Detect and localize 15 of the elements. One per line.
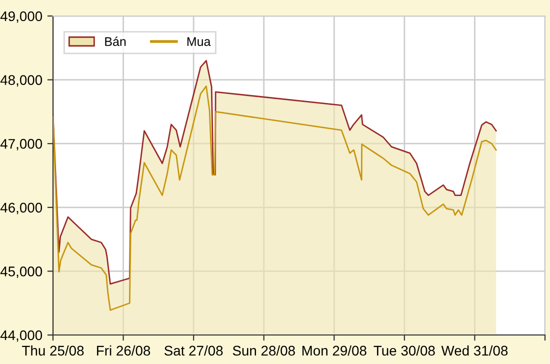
x-tick-label: Sun 28/08 (232, 345, 295, 356)
x-tick-label: Wed 31/08 (441, 345, 508, 356)
x-tick-label: Tue 30/08 (374, 345, 435, 356)
x-tick-label: Sat 27/08 (164, 345, 223, 356)
y-tick-label: 47,000 (0, 138, 42, 150)
y-tick-label: 48,000 (0, 75, 42, 87)
x-tick-label: Thu 25/08 (22, 345, 84, 356)
y-tick-label: 46,000 (0, 202, 42, 214)
y-tick-label: 45,000 (0, 266, 42, 278)
y-tick-label: 44,000 (0, 330, 42, 342)
legend-label: Bán (105, 36, 126, 46)
legend-label: Mua (187, 37, 211, 46)
x-tick-label: Fri 26/08 (97, 345, 150, 356)
y-tick-label: 49,000 (0, 11, 42, 23)
x-tick-label: Mon 29/08 (302, 345, 366, 356)
